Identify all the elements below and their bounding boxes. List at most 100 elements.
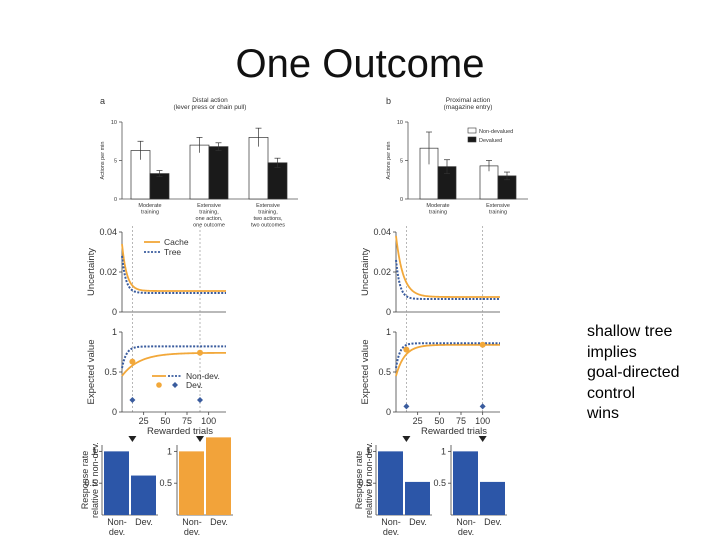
cache-point — [479, 341, 486, 348]
x-tick-label: 100 — [201, 416, 216, 426]
category-label: Extensive — [197, 203, 221, 209]
legend-label: Non-dev. — [186, 371, 220, 381]
response-bar-label: Dev. — [484, 517, 502, 527]
y-axis-label: Expected value — [360, 340, 371, 405]
panel-letter: a — [100, 96, 105, 106]
response-bar — [405, 481, 430, 515]
x-tick-label: 25 — [139, 416, 149, 426]
y-axis-label: Uncertainty — [86, 248, 97, 296]
x-axis-label: Rewarded trials — [421, 426, 487, 437]
response-bar-label: Non- — [456, 517, 476, 527]
y-tick-label: 10 — [111, 120, 117, 126]
y-tick-label: 0.5 — [159, 478, 172, 488]
response-bar-label: Non- — [107, 517, 127, 527]
legend-marker — [172, 382, 178, 388]
category-label: two actions, — [253, 216, 283, 222]
bar — [208, 146, 229, 200]
response-bar — [179, 451, 204, 515]
legend-label: Dev. — [186, 380, 203, 390]
x-tick-label: 50 — [434, 416, 444, 426]
y-tick-label: 0 — [112, 307, 117, 317]
cache-point — [197, 349, 203, 356]
y-tick-label: 1 — [167, 446, 172, 456]
y-tick-label: 1 — [386, 327, 391, 337]
note-line: control — [587, 384, 636, 402]
panel-subtitle: (magazine entry) — [444, 104, 493, 111]
response-bar-label: Dev. — [135, 517, 153, 527]
slide-title: One Outcome — [235, 42, 485, 86]
response-bar-label: Non- — [381, 517, 401, 527]
response-bar — [131, 475, 156, 515]
legend-label: Tree — [164, 247, 181, 257]
response-bar — [104, 451, 129, 515]
x-tick-label: 25 — [413, 416, 423, 426]
category-label: one action, — [196, 216, 223, 222]
response-bar-label: Dev. — [210, 517, 228, 527]
tree-point — [403, 403, 410, 410]
tree-value-curve — [121, 345, 226, 369]
cache-point — [129, 358, 136, 365]
note-line: shallow tree — [587, 323, 673, 340]
y-axis-label: relative to non-dev. — [364, 442, 374, 518]
cache-value-curve — [395, 343, 500, 377]
y-axis-label: Response rate — [354, 451, 364, 510]
y-tick-label: 0 — [386, 307, 391, 317]
legend-swatch — [467, 136, 477, 143]
y-axis-label: Uncertainty — [360, 248, 371, 296]
legend-marker — [156, 382, 162, 388]
y-tick-label: 5 — [114, 159, 117, 165]
x-tick-label: 75 — [456, 416, 466, 426]
response-bar-label: dev. — [109, 527, 125, 537]
y-axis-label: Actions per min — [386, 142, 392, 180]
arrow-marker — [402, 436, 411, 442]
cache-curve — [121, 243, 226, 292]
response-bar-label: dev. — [458, 527, 474, 537]
panel-letter: b — [386, 96, 391, 106]
x-tick-label: 100 — [475, 416, 490, 426]
response-bar — [480, 481, 505, 515]
note-line: goal-directed — [587, 364, 680, 381]
category-label: Moderate — [426, 203, 449, 209]
y-axis-label: Response rate — [80, 451, 90, 510]
category-label: Extensive — [256, 203, 280, 209]
bar — [267, 162, 288, 200]
panel-subtitle: (lever press or chain pull) — [174, 104, 247, 111]
y-tick-label: 0 — [114, 197, 117, 203]
y-tick-label: 0.5 — [104, 367, 117, 377]
y-tick-label: 0.04 — [373, 227, 391, 237]
category-label: training — [141, 210, 159, 216]
y-tick-label: 0.5 — [358, 478, 371, 488]
legend-label: Devalued — [479, 138, 502, 144]
side-note: shallow tree implies goal-directed contr… — [587, 322, 712, 425]
arrow-marker — [478, 436, 487, 442]
x-tick-label: 50 — [160, 416, 170, 426]
y-tick-label: 0.02 — [373, 267, 391, 277]
legend-label: Cache — [164, 237, 189, 247]
panel-title: Distal action — [192, 97, 228, 104]
panel-title: Proximal action — [446, 97, 491, 104]
y-tick-label: 0.02 — [99, 267, 117, 277]
bar — [189, 144, 210, 200]
y-axis-label: relative to non-dev. — [90, 442, 100, 518]
cache-curve — [395, 235, 500, 298]
y-tick-label: 0.5 — [84, 478, 97, 488]
y-tick-label: 0 — [400, 197, 403, 203]
legend-label: Non-devalued — [479, 129, 513, 135]
response-bar-label: Dev. — [409, 517, 427, 527]
cache-point — [403, 346, 410, 353]
arrow-marker — [128, 436, 137, 442]
tree-point — [479, 403, 486, 410]
response-bar-label: dev. — [184, 527, 200, 537]
y-tick-label: 0.5 — [433, 478, 446, 488]
y-tick-label: 0 — [112, 407, 117, 417]
y-axis-label: Actions per min — [100, 142, 106, 180]
y-tick-label: 10 — [397, 120, 403, 126]
y-tick-label: 1 — [112, 327, 117, 337]
category-label: training — [429, 210, 447, 216]
tree-curve — [121, 255, 226, 294]
y-tick-label: 0.5 — [378, 367, 391, 377]
category-label: training — [489, 210, 507, 216]
response-bar — [453, 451, 478, 515]
x-axis-label: Rewarded trials — [147, 426, 213, 437]
